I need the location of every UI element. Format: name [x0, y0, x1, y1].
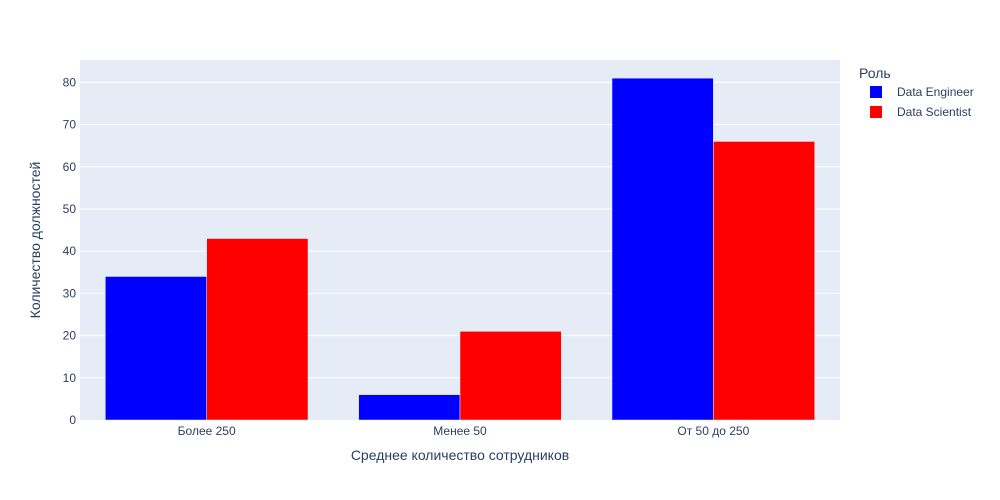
legend-item[interactable]: Data Scientist: [870, 105, 972, 119]
bar-data-scientist: [206, 238, 309, 421]
y-tick-label: 60: [63, 160, 77, 174]
legend-label: Data Engineer: [897, 85, 974, 99]
bar-data-scientist: [459, 331, 562, 421]
bars: [105, 77, 815, 421]
y-axis-title: Количество должностей: [27, 162, 43, 319]
x-tick-label: Более 250: [178, 424, 236, 438]
y-tick-label: 70: [63, 118, 77, 132]
legend: Роль Data Engineer Data Scientist: [859, 65, 974, 119]
y-tick-label: 30: [63, 286, 77, 300]
y-tick-label: 40: [63, 244, 77, 258]
y-tick-label: 80: [63, 75, 77, 89]
legend-item[interactable]: Data Engineer: [870, 85, 974, 99]
bar-data-engineer: [358, 394, 461, 421]
y-tick-labels: 0 10 20 30 40 50 60 70 80: [63, 75, 77, 427]
legend-label: Data Scientist: [897, 105, 972, 119]
legend-swatch: [870, 106, 882, 118]
x-axis-title: Среднее количество сотрудников: [351, 447, 569, 463]
bar-data-scientist: [713, 141, 815, 421]
x-tick-labels: Более 250 Менее 50 От 50 до 250: [178, 424, 750, 438]
legend-title: Роль: [859, 65, 891, 81]
y-tick-label: 0: [69, 413, 76, 427]
x-tick-label: Менее 50: [433, 424, 487, 438]
y-tick-label: 10: [63, 371, 77, 385]
bar-data-engineer: [611, 77, 714, 421]
bar-data-engineer: [105, 276, 207, 421]
legend-items: Data Engineer Data Scientist: [870, 85, 974, 119]
legend-swatch: [870, 86, 882, 98]
x-tick-label: От 50 до 250: [677, 424, 749, 438]
y-tick-label: 20: [63, 329, 77, 343]
y-tick-label: 50: [63, 202, 77, 216]
